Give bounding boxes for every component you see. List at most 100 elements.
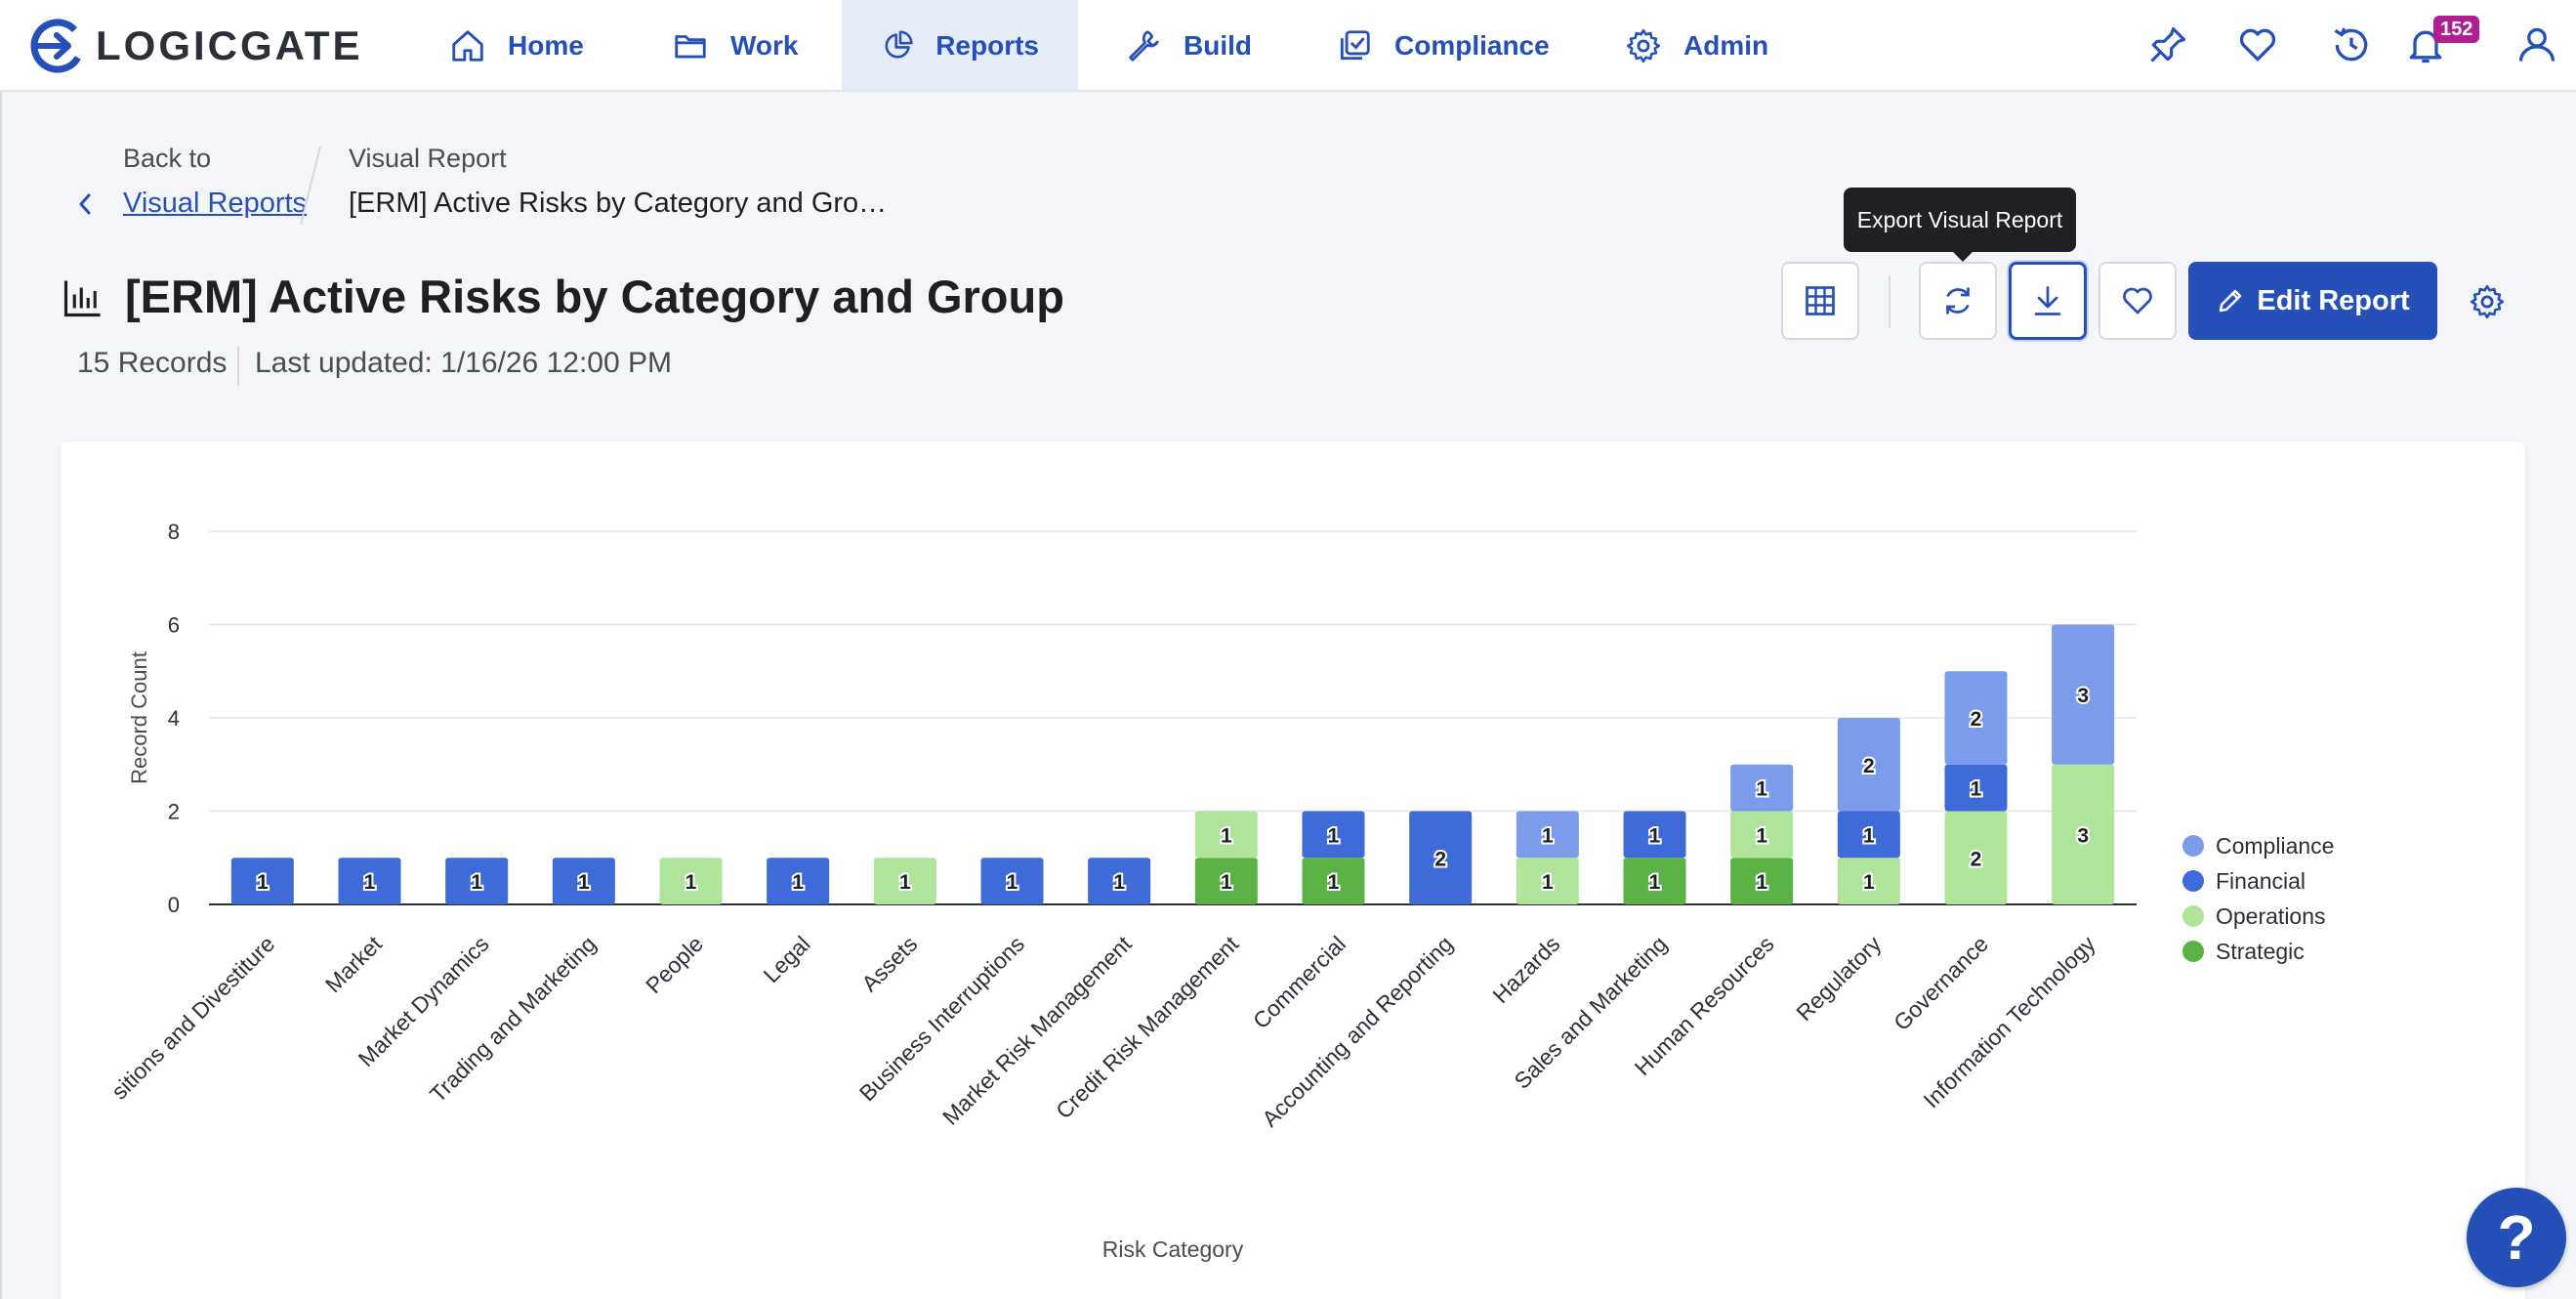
favorite-button[interactable] <box>2098 262 2177 340</box>
bar-value-label: 1 <box>686 871 697 894</box>
bar-segment <box>767 858 830 904</box>
bar-value-label: 1 <box>1542 871 1554 894</box>
bar-segment <box>1302 858 1365 904</box>
table-view-icon <box>1806 286 1835 315</box>
x-tick-label: Hazards <box>1487 931 1564 1008</box>
top-navigation: LOGICGATE Home Work Reports Build Compli… <box>0 0 2576 92</box>
bar-segment <box>552 858 615 904</box>
bar-value-label: 2 <box>1971 708 1982 731</box>
x-tick-label: People <box>641 931 708 998</box>
breadcrumb-divider <box>300 147 321 225</box>
heart-icon <box>2123 287 2152 314</box>
bar-value-label: 3 <box>2077 685 2089 707</box>
edit-report-button[interactable]: Edit Report <box>2188 262 2437 340</box>
bar-segment <box>445 858 509 904</box>
export-tooltip: Export Visual Report <box>1844 188 2076 262</box>
history-icon[interactable] <box>2330 23 2373 66</box>
x-tick-label: Credit Risk Management <box>1051 931 1244 1124</box>
bar-segment <box>1194 858 1258 904</box>
legend-swatch <box>2182 870 2204 892</box>
refresh-icon <box>1946 287 1970 314</box>
bar-value-label: 1 <box>1221 824 1232 847</box>
nav-reports[interactable]: Reports <box>842 0 1078 91</box>
pin-icon[interactable] <box>2146 23 2189 66</box>
logo-icon <box>30 19 85 73</box>
bar-value-label: 2 <box>1971 848 1982 870</box>
bar-segment <box>1730 811 1794 859</box>
bar-segment <box>659 858 723 904</box>
left-rail <box>0 92 2 1299</box>
bell-icon[interactable] <box>2404 23 2447 66</box>
stacked-bar-chart: 0 2 4 6 8 Record Count Risk Category 1 sitions a… <box>106 520 2335 1262</box>
bar-segment <box>2052 764 2115 904</box>
gear-icon <box>1626 28 1661 63</box>
legend-swatch <box>2182 941 2204 962</box>
folder-icon <box>675 34 706 59</box>
nav-label: Home <box>508 29 584 61</box>
bar-value-label: 1 <box>1113 871 1125 894</box>
bar-segment <box>980 858 1044 904</box>
bar-value-label: 1 <box>1328 824 1340 847</box>
bar-value-label: 1 <box>1756 871 1767 894</box>
user-icon[interactable] <box>2515 23 2558 66</box>
nav-admin[interactable]: Admin <box>1586 0 1807 91</box>
bar-value-label: 1 <box>899 871 911 894</box>
pencil-icon <box>2220 289 2242 313</box>
logicgate-logo[interactable]: LOGICGATE <box>29 18 363 74</box>
chart-card: 0 2 4 6 8 Record Count Risk Category 1 sitions a… <box>61 441 2525 1299</box>
bar-segment <box>1837 718 1900 812</box>
nav-home[interactable]: Home <box>410 0 623 91</box>
bar-segment <box>1944 764 2008 812</box>
bar-segment <box>1837 858 1900 904</box>
bar-value-label: 1 <box>578 871 590 894</box>
bar-segment <box>1623 811 1686 859</box>
bar-value-label: 1 <box>1328 871 1340 894</box>
bar-value-label: 2 <box>1434 848 1446 870</box>
edit-report-label: Edit Report <box>2257 284 2410 316</box>
bar-segment <box>1944 671 2008 765</box>
home-icon <box>452 29 483 62</box>
settings-icon[interactable] <box>2469 283 2506 320</box>
breadcrumb-back-prefix: Back to <box>123 144 212 173</box>
nav-work[interactable]: Work <box>633 0 838 91</box>
bar-value-label: 1 <box>1649 824 1661 847</box>
bar-value-label: 1 <box>1756 778 1767 801</box>
y-tick-label: 8 <box>168 520 180 544</box>
bar-value-label: 1 <box>792 871 804 894</box>
y-axis-label: Record Count <box>127 651 151 784</box>
legend-swatch <box>2182 905 2204 927</box>
bar-segment <box>1088 858 1151 904</box>
bar-segment <box>1837 811 1900 859</box>
legend-label: Financial <box>2216 868 2306 894</box>
bar-value-label: 1 <box>1649 871 1661 894</box>
breadcrumb-back-link[interactable]: Visual Reports <box>123 188 308 219</box>
bar-segment <box>1623 858 1686 904</box>
bar-value-label: 1 <box>364 871 376 894</box>
heart-icon[interactable] <box>2236 23 2279 66</box>
chevron-left-icon[interactable] <box>74 191 96 217</box>
export-button[interactable] <box>2009 262 2087 340</box>
bar-value-label: 1 <box>1863 824 1875 847</box>
legend-label: Operations <box>2216 903 2326 929</box>
refresh-button[interactable] <box>1919 262 1997 340</box>
nav-compliance[interactable]: Compliance <box>1297 0 1589 91</box>
breadcrumb-current-title: [ERM] Active Risks by Category and Gro… <box>349 188 888 219</box>
breadcrumb-current-type: Visual Report <box>349 144 507 173</box>
x-tick-label: Regulatory <box>1791 931 1886 1026</box>
bar-segment <box>1730 764 1794 812</box>
download-icon <box>2034 286 2061 315</box>
bar-value-label: 2 <box>1863 755 1875 777</box>
logo-text: LOGICGATE <box>96 22 363 68</box>
help-button[interactable]: ? <box>2467 1188 2566 1287</box>
bar-segment <box>1516 811 1579 859</box>
y-tick-label: 6 <box>168 613 180 638</box>
compliance-icon <box>1340 29 1370 60</box>
bar-value-label: 1 <box>1542 824 1554 847</box>
bar-segment <box>1944 811 2008 904</box>
bar-segment <box>2052 624 2115 765</box>
bar-segment <box>338 858 401 904</box>
table-view-button[interactable] <box>1781 262 1859 340</box>
x-tick-label: Assets <box>856 931 922 996</box>
bar-value-label: 1 <box>1863 871 1875 894</box>
nav-build[interactable]: Build <box>1086 0 1291 91</box>
